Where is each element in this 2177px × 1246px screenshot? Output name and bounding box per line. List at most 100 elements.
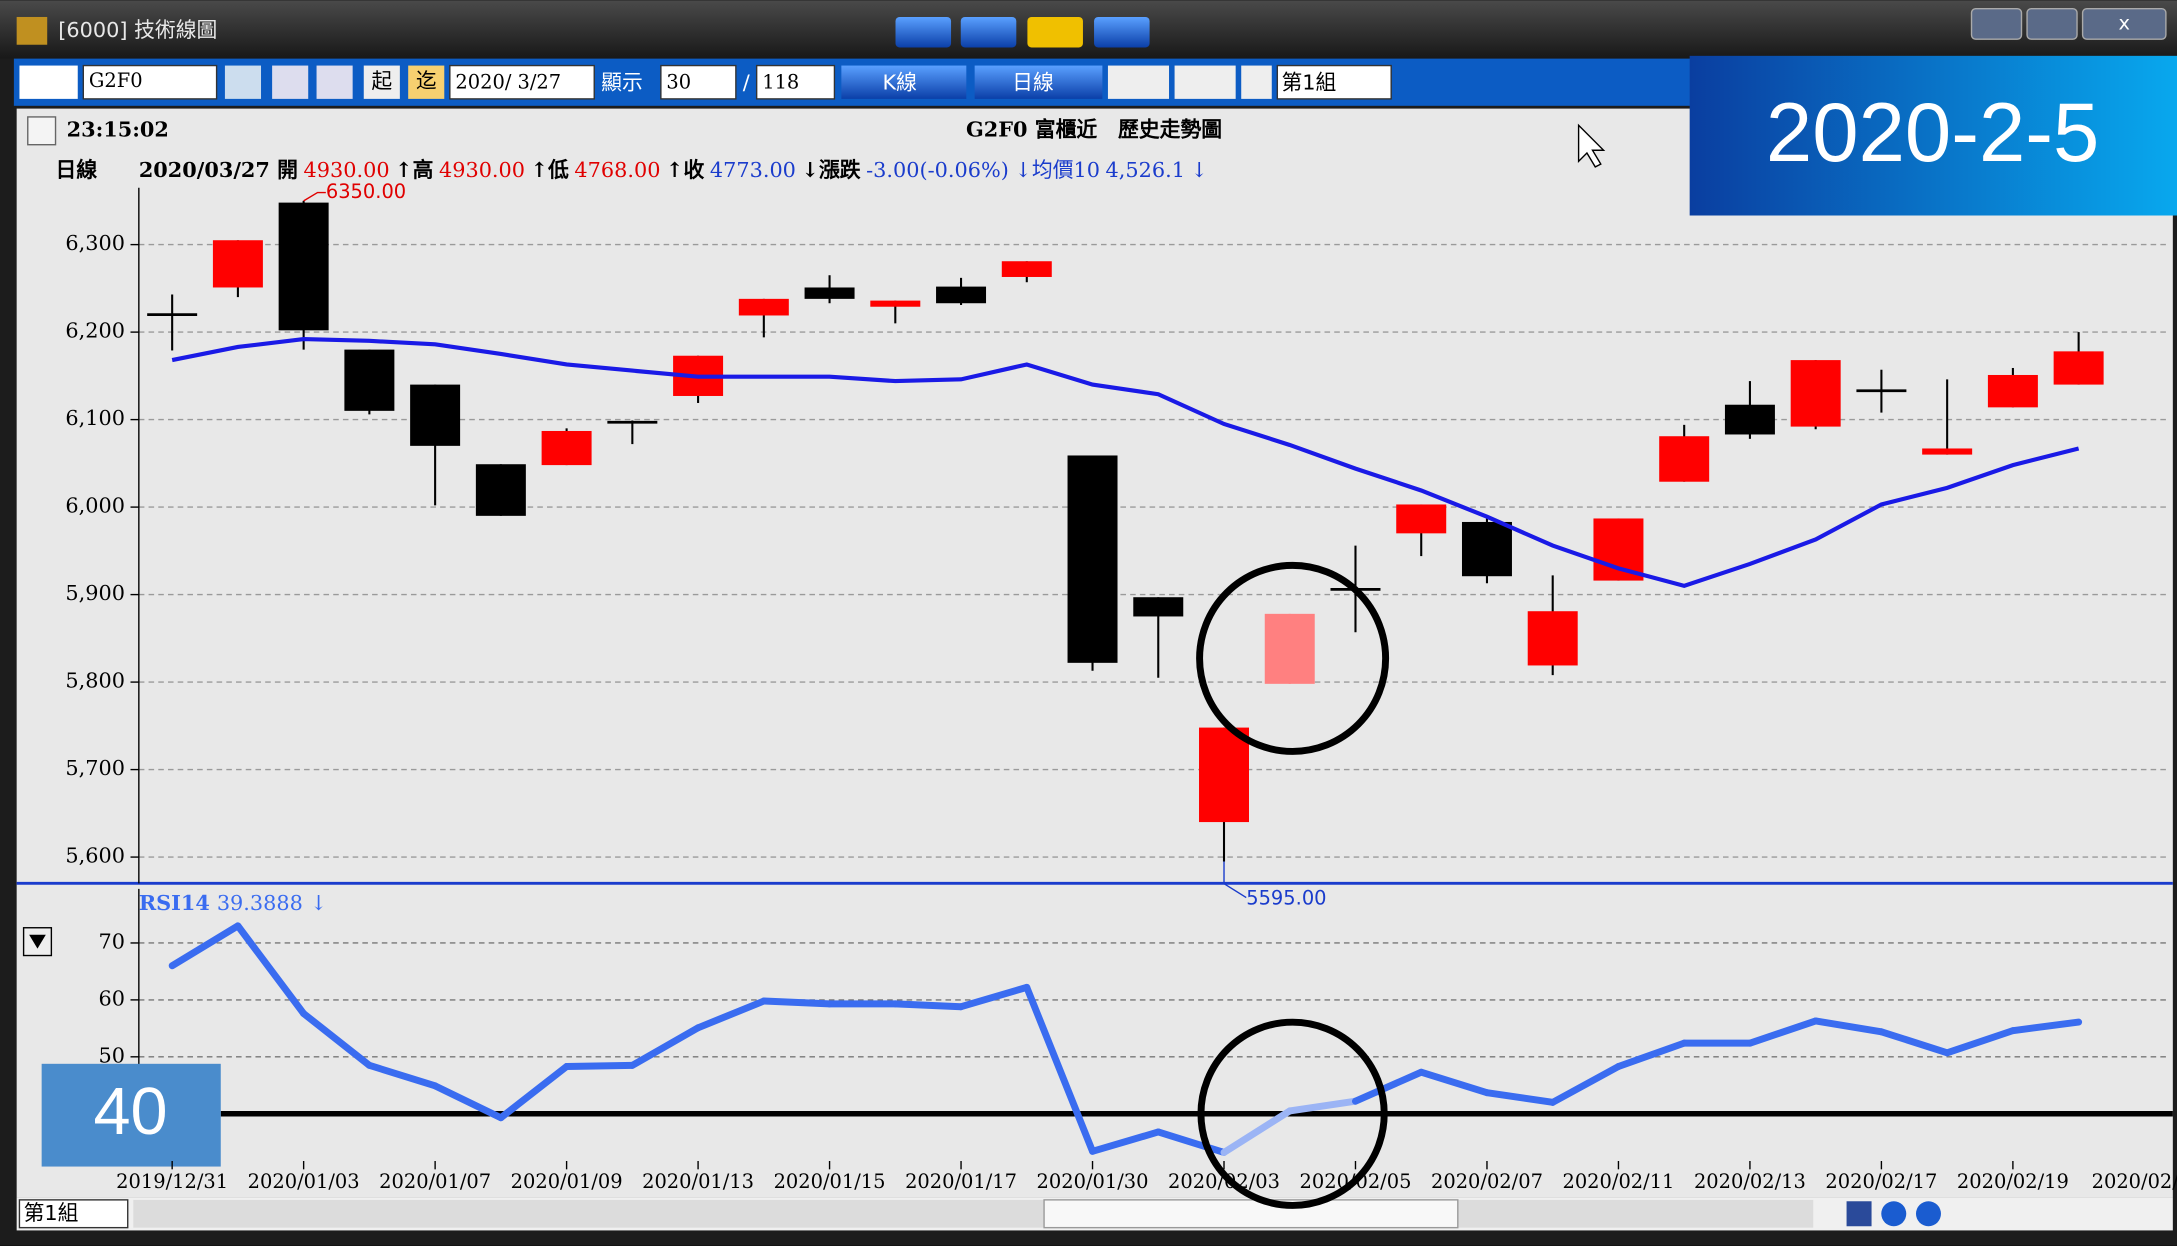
x-tick-label: 2020/02/03 bbox=[1168, 1170, 1280, 1193]
quote-segment: 4930.00 bbox=[304, 158, 390, 182]
x-tick-label: 2020/02/17 bbox=[1825, 1170, 1937, 1193]
erase-button[interactable] bbox=[1174, 65, 1236, 99]
rsi-segment bbox=[1483, 1089, 1557, 1106]
symbol-input[interactable] bbox=[82, 64, 218, 100]
candle-body bbox=[1067, 455, 1118, 663]
end-text: 迄 bbox=[416, 69, 437, 93]
y-tick-label: 6,300 bbox=[65, 231, 125, 255]
rsi-segment bbox=[1023, 983, 1096, 1155]
quote-segment: ↓ bbox=[1191, 158, 1208, 182]
rsi-current: 39.3888 bbox=[217, 891, 303, 915]
date-overlay-text: 2020-2-5 bbox=[1766, 86, 2099, 179]
candle-body bbox=[738, 298, 789, 316]
candle-body bbox=[804, 287, 855, 299]
scrollbar-track[interactable] bbox=[133, 1199, 1814, 1228]
quote-segment: 2020/03/27 開 bbox=[139, 157, 298, 182]
rsi-segment bbox=[234, 922, 308, 1018]
date-input[interactable] bbox=[449, 64, 595, 100]
candle-body bbox=[1001, 261, 1052, 277]
candle-body bbox=[1133, 597, 1184, 617]
rsi-segment bbox=[563, 1061, 636, 1070]
group-select[interactable] bbox=[1276, 64, 1392, 100]
candle-body bbox=[344, 349, 395, 411]
x-tick-label: 2020/02/11 bbox=[1562, 1170, 1674, 1193]
zoom-in-button[interactable] bbox=[1881, 1201, 1907, 1227]
plot: 5,600 5,700 5,800 5,900 6,000 6,100 6,200 6,300… bbox=[41, 180, 2177, 1193]
count-text: 30 bbox=[666, 71, 691, 94]
y-tick-label: 60 bbox=[98, 986, 124, 1010]
rsi-segment bbox=[1549, 1063, 1622, 1106]
rsi-segment bbox=[1877, 1028, 1951, 1057]
min-label: 5595.00 bbox=[1246, 886, 1326, 909]
period-button[interactable] bbox=[974, 65, 1103, 99]
tool-button[interactable] bbox=[895, 16, 952, 48]
tool-button[interactable] bbox=[960, 16, 1017, 48]
moving-average-line bbox=[171, 337, 2080, 589]
up-button[interactable] bbox=[272, 65, 309, 99]
rsi-segment bbox=[957, 983, 1031, 1011]
quote-line: 2020/03/27 開 4930.00 ↑高 4930.00 ↑低 4768.00 ↑收 4… bbox=[139, 157, 1208, 182]
min-leader bbox=[1223, 861, 1247, 899]
scrollbar-thumb[interactable] bbox=[1043, 1199, 1459, 1229]
quote-segment: 4768.00 bbox=[574, 158, 660, 182]
rsi-segment bbox=[1812, 1017, 1885, 1036]
tool-button[interactable] bbox=[1027, 16, 1083, 48]
y-tick-label: 5,800 bbox=[65, 669, 125, 693]
x-tick-label: 2020/01/09 bbox=[511, 1170, 623, 1193]
candle-body bbox=[1790, 360, 1841, 427]
total-field bbox=[755, 64, 836, 100]
x-tick-label: 2019/12/31 bbox=[116, 1170, 228, 1193]
candle-body bbox=[410, 384, 461, 446]
rsi-segment bbox=[2009, 1018, 2083, 1035]
threshold-box bbox=[41, 1063, 221, 1167]
rsi-arrow: ↓ bbox=[310, 891, 327, 915]
close-button[interactable] bbox=[2081, 7, 2167, 40]
rsi-segment bbox=[760, 997, 834, 1008]
y-tick-label: 6,100 bbox=[65, 406, 125, 430]
x-tick-label: 2020/02/07 bbox=[1431, 1170, 1543, 1193]
app-icon bbox=[16, 16, 48, 45]
end-button[interactable] bbox=[408, 65, 445, 99]
footer-group-text: 第1組 bbox=[24, 1201, 79, 1225]
quote-segment: -3.00(-0.06%) bbox=[866, 158, 1009, 182]
period-label: 日線 bbox=[56, 158, 98, 182]
quote-segment: ↓漲跌 bbox=[802, 157, 861, 182]
rsi-segment bbox=[628, 1024, 702, 1069]
tool-button[interactable] bbox=[1094, 16, 1150, 48]
close-icon: x bbox=[2118, 11, 2130, 34]
rsi-segment bbox=[1746, 1017, 1820, 1047]
rsi-segment bbox=[1154, 1128, 1228, 1156]
color-button[interactable] bbox=[1241, 65, 1272, 99]
x-edge-label: 2020/02/ bbox=[2092, 1170, 2177, 1193]
arrow-button[interactable] bbox=[19, 65, 78, 99]
quote-segment: 4,526.1 bbox=[1106, 158, 1185, 182]
draw-button[interactable] bbox=[1107, 65, 1170, 99]
minimize-button[interactable] bbox=[1970, 7, 2023, 40]
kline-text: K線 bbox=[882, 71, 917, 95]
candle-body bbox=[475, 464, 526, 516]
check-button[interactable] bbox=[1846, 1201, 1872, 1227]
page-icon bbox=[27, 116, 57, 146]
y-tick-label: 70 bbox=[98, 929, 124, 953]
candle-body bbox=[1396, 504, 1447, 534]
max-leader bbox=[303, 191, 326, 202]
candle-body bbox=[1461, 521, 1512, 577]
candle-body bbox=[936, 286, 987, 304]
mouse-cursor bbox=[1577, 123, 1606, 168]
kline-button[interactable] bbox=[841, 65, 967, 99]
y-tick-label: 6,200 bbox=[65, 319, 125, 343]
search-button[interactable] bbox=[224, 65, 262, 99]
title-bar bbox=[0, 0, 2177, 59]
zoom-out-button[interactable] bbox=[1915, 1201, 1941, 1227]
footer-group-select[interactable] bbox=[18, 1199, 129, 1229]
maximize-button[interactable] bbox=[2026, 7, 2078, 40]
candle-body bbox=[1264, 613, 1315, 684]
rsi-segment bbox=[891, 1000, 965, 1011]
down-button[interactable] bbox=[316, 65, 353, 99]
rsi-header: RSI14 39.3888 ↓ bbox=[139, 890, 327, 915]
count-input[interactable] bbox=[660, 64, 737, 100]
start-button[interactable] bbox=[363, 65, 400, 99]
candle-body bbox=[1724, 404, 1775, 435]
period-text: 日線 bbox=[1012, 71, 1054, 95]
candle-body bbox=[1199, 727, 1249, 823]
